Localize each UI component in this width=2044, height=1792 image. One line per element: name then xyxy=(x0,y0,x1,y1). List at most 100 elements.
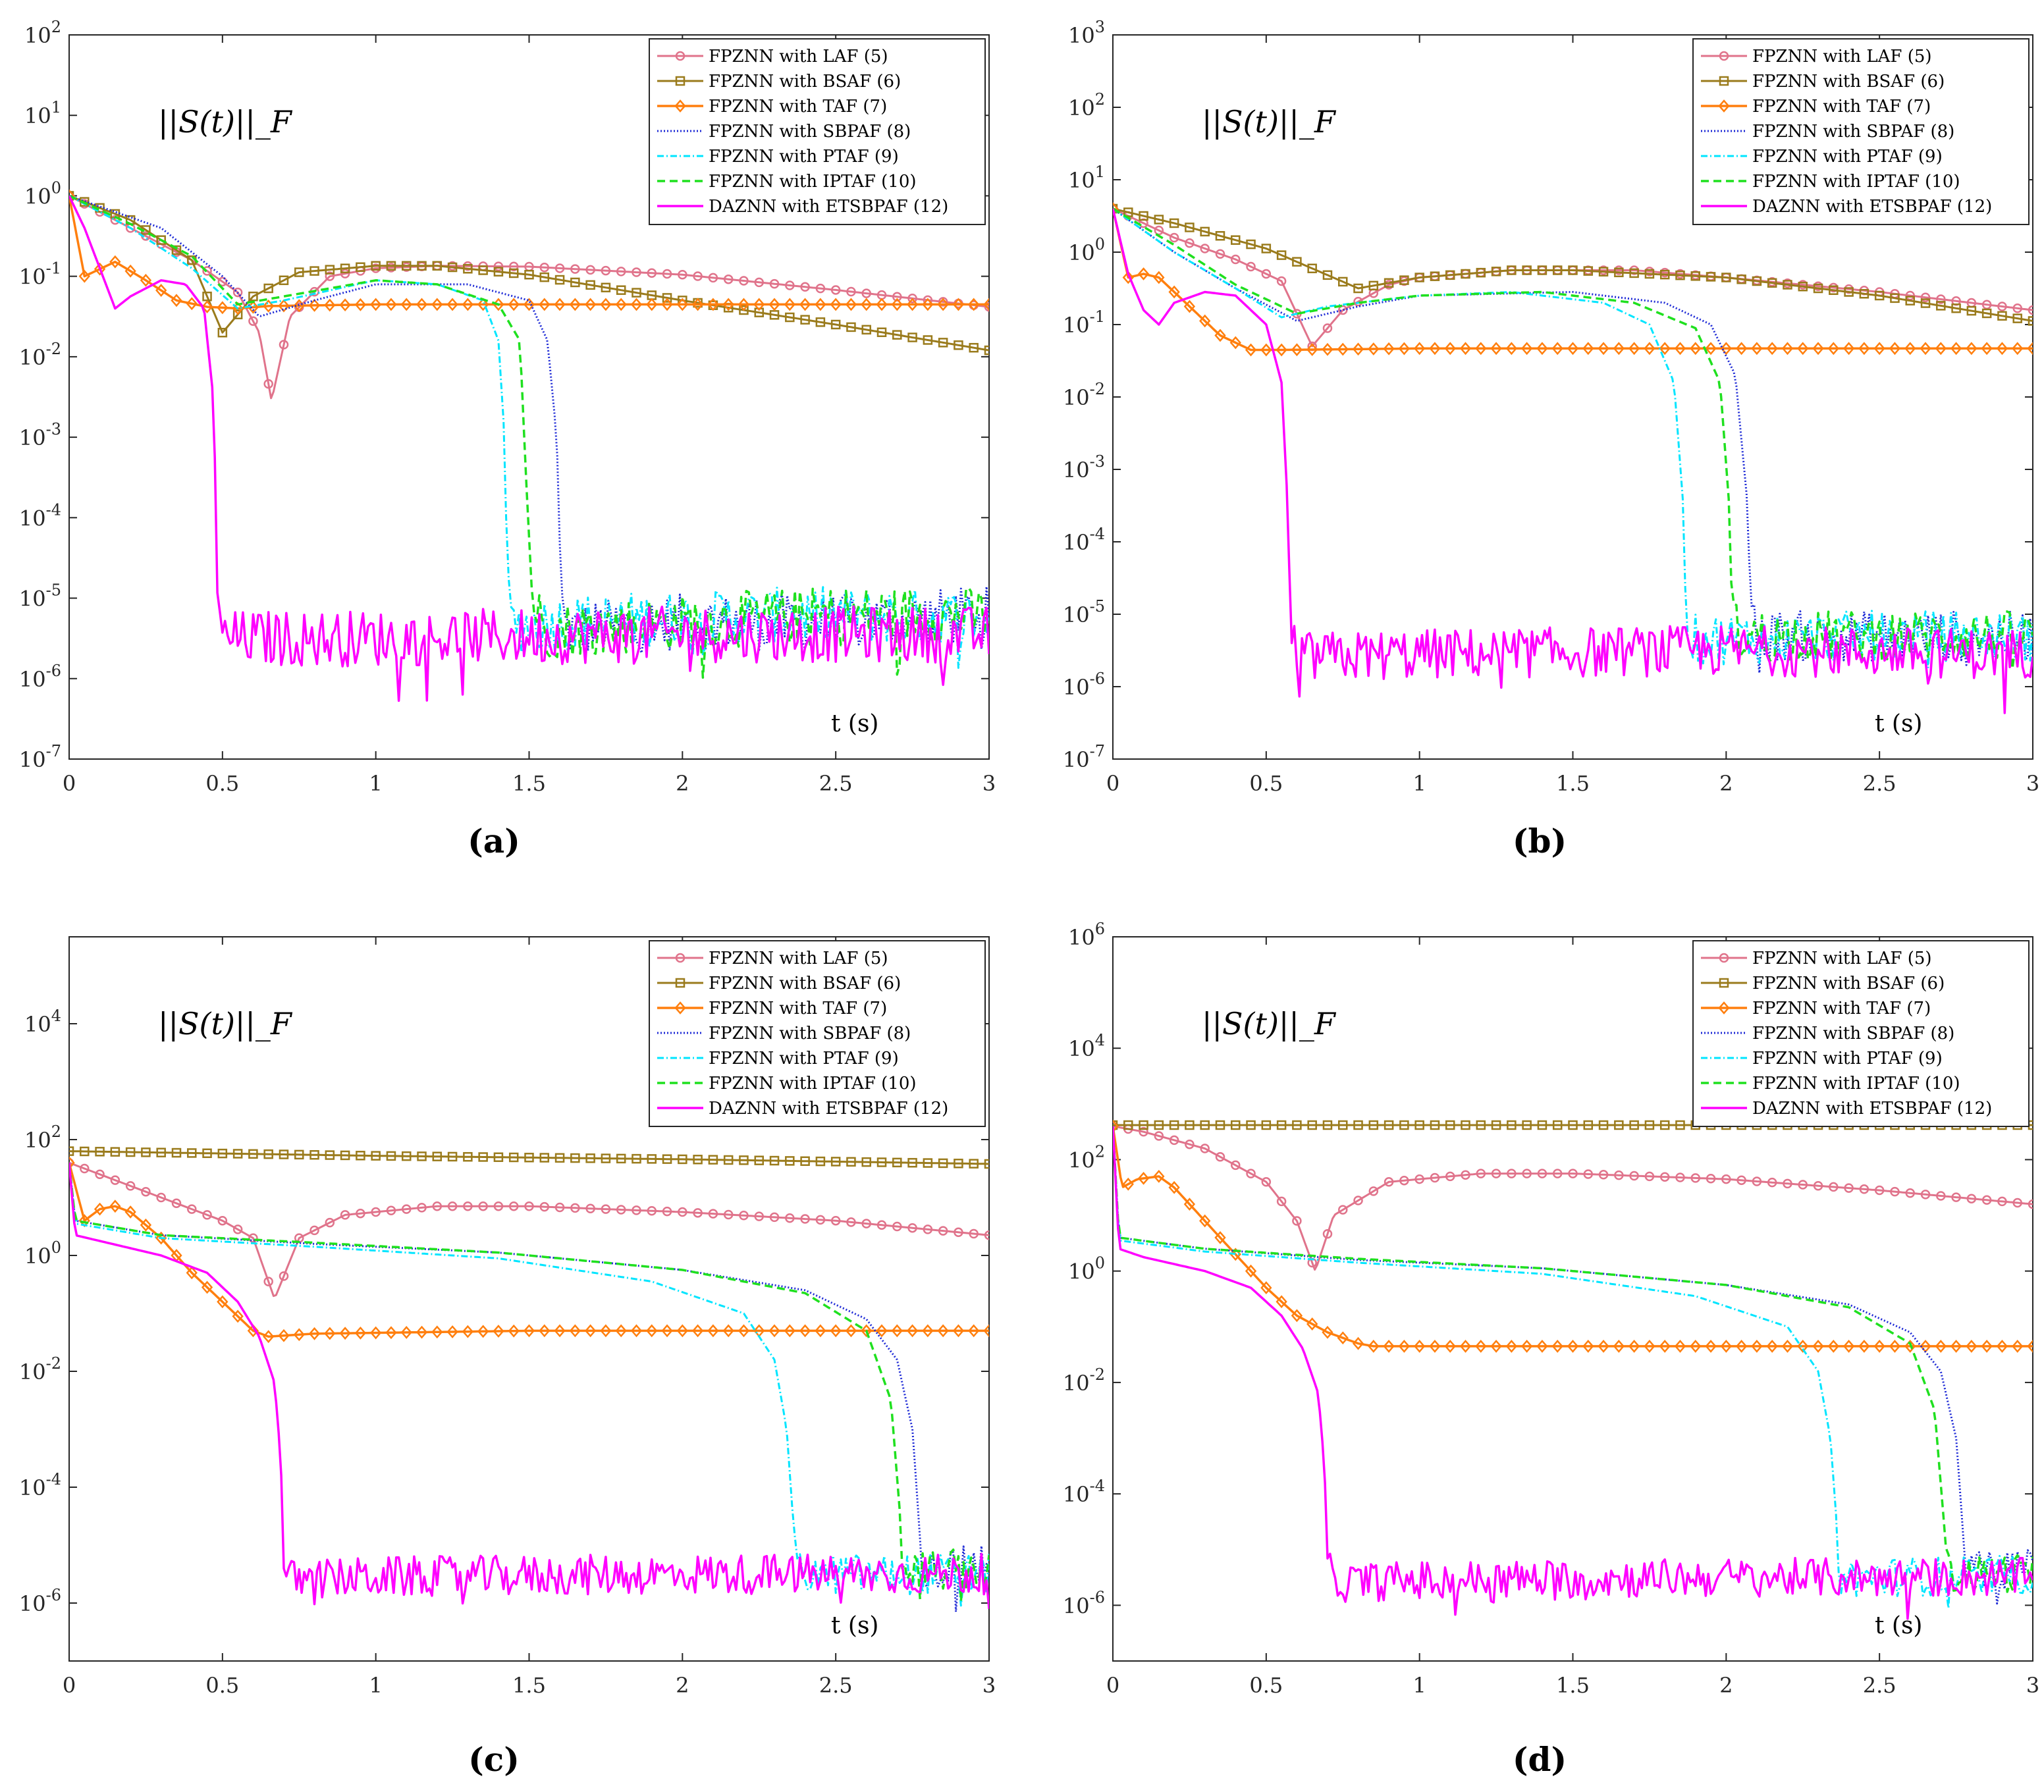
series-marker-3 xyxy=(891,298,903,311)
series-marker-3 xyxy=(676,1324,688,1338)
panel-caption: (d) xyxy=(1513,1740,1567,1779)
series-marker-2 xyxy=(1261,244,1272,253)
series-marker-2 xyxy=(1752,276,1762,286)
series-marker-2 xyxy=(1552,1120,1563,1130)
series-marker-2 xyxy=(356,262,365,272)
series-marker-3 xyxy=(768,298,780,311)
series-marker-2 xyxy=(1491,267,1501,277)
series-marker-3 xyxy=(876,298,888,311)
series-marker-3 xyxy=(1122,271,1134,284)
series-marker-2 xyxy=(1461,269,1470,279)
series-marker-3 xyxy=(922,1324,934,1338)
series-marker-1 xyxy=(1675,1173,1685,1182)
series-marker-3 xyxy=(600,1324,612,1338)
series-marker-1 xyxy=(800,1214,810,1224)
series-marker-1 xyxy=(539,262,550,273)
x-tick-label: 1.5 xyxy=(1556,771,1590,796)
series-marker-3 xyxy=(738,1324,750,1338)
series-marker-2 xyxy=(1829,285,1839,295)
y-tick-label: 102 xyxy=(1068,90,1105,120)
series-marker-3 xyxy=(493,1325,504,1338)
series-marker-3 xyxy=(799,298,811,311)
series-marker-1 xyxy=(632,1205,641,1215)
series-marker-1 xyxy=(1981,1195,1992,1205)
series-marker-2 xyxy=(1231,235,1241,245)
series-marker-2 xyxy=(907,1157,917,1168)
series-marker-3 xyxy=(232,1309,244,1323)
series-marker-2 xyxy=(1583,266,1594,276)
series-marker-3 xyxy=(278,299,290,313)
series-marker-1 xyxy=(539,1201,550,1212)
series-marker-3 xyxy=(1981,1340,1993,1353)
series-marker-3 xyxy=(968,298,980,311)
series-marker-3 xyxy=(1598,342,1609,356)
series-marker-2 xyxy=(616,285,626,295)
series-marker-3 xyxy=(1398,1340,1411,1353)
series-marker-1 xyxy=(2028,305,2033,315)
series-marker-2 xyxy=(984,345,989,356)
series-marker-3 xyxy=(1306,343,1318,356)
series-marker-2 xyxy=(923,1158,933,1168)
series-marker-2 xyxy=(478,265,488,275)
series-marker-3 xyxy=(446,1325,458,1338)
series-marker-3 xyxy=(1996,1340,2008,1353)
series-marker-3 xyxy=(1613,1340,1625,1353)
series-marker-2 xyxy=(325,1150,335,1160)
legend-entry: FPZNN with BSAF (6) xyxy=(1752,974,1945,993)
series-marker-3 xyxy=(1536,1340,1548,1353)
series-marker-1 xyxy=(232,1225,243,1234)
series-marker-3 xyxy=(201,300,213,314)
y-tick-label: 10-4 xyxy=(19,500,61,531)
series-marker-2 xyxy=(1568,265,1578,275)
panel-caption: (a) xyxy=(468,822,520,860)
legend-box xyxy=(649,940,986,1127)
series-marker-3 xyxy=(508,298,520,311)
series-marker-3 xyxy=(385,1326,397,1340)
series-marker-1 xyxy=(386,1205,396,1216)
series-marker-2 xyxy=(1215,231,1225,241)
x-tick-label: 0 xyxy=(63,1673,76,1698)
series-marker-3 xyxy=(1674,342,1686,356)
series-marker-1 xyxy=(1322,323,1333,333)
series-marker-1 xyxy=(1706,1173,1716,1184)
series-marker-1 xyxy=(984,302,989,312)
series-marker-1 xyxy=(969,1228,979,1239)
series-marker-3 xyxy=(784,1324,795,1338)
series-marker-2 xyxy=(1292,257,1302,267)
series-marker-2 xyxy=(739,305,749,315)
series-marker-3 xyxy=(707,1324,719,1338)
series-marker-1 xyxy=(1461,1170,1470,1180)
series-marker-2 xyxy=(524,269,534,280)
series-marker-3 xyxy=(1628,342,1640,356)
series-marker-3 xyxy=(1873,1340,1885,1353)
series-line-1 xyxy=(69,1161,989,1298)
series-marker-1 xyxy=(585,265,595,275)
series-marker-2 xyxy=(1644,269,1655,279)
series-marker-2 xyxy=(1169,218,1179,228)
series-marker-3 xyxy=(1383,1340,1395,1353)
series-marker-3 xyxy=(94,262,106,276)
series-marker-2 xyxy=(171,245,182,255)
series-marker-2 xyxy=(1981,308,1992,319)
series-marker-2 xyxy=(954,340,963,350)
legend-entry: FPZNN with LAF (5) xyxy=(709,47,888,66)
series-marker-2 xyxy=(830,319,841,330)
legend-entry: FPZNN with BSAF (6) xyxy=(1752,72,1945,92)
series-marker-2 xyxy=(1659,1120,1670,1130)
series-marker-2 xyxy=(1936,301,1946,311)
series-marker-3 xyxy=(1659,342,1671,356)
series-marker-1 xyxy=(202,266,212,276)
series-marker-1 xyxy=(570,1203,580,1213)
series-marker-2 xyxy=(1966,305,1977,316)
series-marker-2 xyxy=(1813,283,1823,294)
series-marker-3 xyxy=(1199,314,1211,328)
series-marker-3 xyxy=(554,1324,566,1338)
series-marker-2 xyxy=(2028,316,2033,326)
series-marker-3 xyxy=(1966,1340,1977,1353)
series-marker-1 xyxy=(1414,1174,1424,1184)
series-marker-3 xyxy=(1245,1264,1257,1278)
series-marker-1 xyxy=(601,265,611,276)
series-marker-2 xyxy=(478,1152,488,1162)
series-marker-3 xyxy=(1644,342,1655,356)
series-marker-1 xyxy=(739,276,749,286)
